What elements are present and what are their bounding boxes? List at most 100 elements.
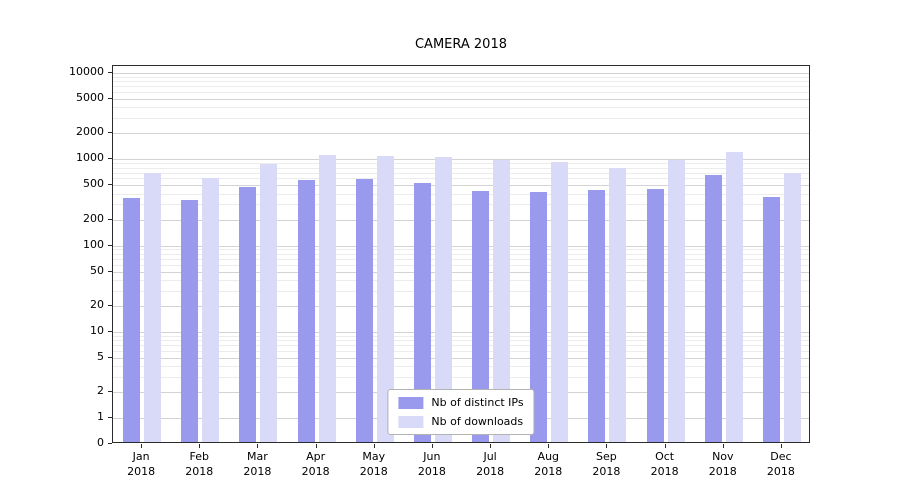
y-tick-mark bbox=[108, 98, 112, 99]
x-tick-month: Sep bbox=[596, 450, 617, 463]
bar-distinct-ips-aug bbox=[530, 191, 548, 442]
x-tick-label: Oct 2018 bbox=[636, 449, 694, 479]
bar-distinct-ips-sep bbox=[588, 189, 606, 442]
bar-distinct-ips-mar bbox=[239, 187, 257, 442]
x-tick-mark bbox=[664, 444, 666, 448]
gridline bbox=[113, 345, 809, 347]
x-tick-month: Jul bbox=[483, 450, 497, 463]
gridline bbox=[113, 92, 809, 94]
x-tick-year: 2018 bbox=[359, 465, 388, 478]
gridline bbox=[113, 163, 809, 165]
x-tick-label: Jun 2018 bbox=[403, 449, 461, 479]
x-tick-mark bbox=[780, 444, 782, 448]
x-tick-month: Jan bbox=[132, 450, 150, 463]
y-tick-mark bbox=[108, 132, 112, 134]
x-tick-mark bbox=[199, 444, 201, 448]
legend-swatch-distinct-ips bbox=[398, 396, 424, 409]
x-tick-year: 2018 bbox=[476, 465, 505, 478]
gridline bbox=[113, 290, 809, 292]
y-tick-label: 500 bbox=[83, 177, 104, 191]
gridline bbox=[113, 335, 809, 337]
y-tick-label: 100 bbox=[83, 237, 104, 251]
x-tick-label: Aug 2018 bbox=[519, 449, 577, 479]
plot-area: Nb of distinct IPs Nb of downloads bbox=[112, 65, 810, 443]
gridline bbox=[113, 219, 809, 221]
x-tick-month: May bbox=[362, 450, 386, 463]
gridline bbox=[113, 193, 809, 195]
y-tick-mark bbox=[108, 356, 112, 358]
gridline bbox=[113, 357, 809, 359]
bar-distinct-ips-nov bbox=[704, 175, 722, 442]
x-tick-mark bbox=[722, 444, 724, 448]
legend-label-downloads: Nb of downloads bbox=[431, 415, 524, 428]
x-tick-year: 2018 bbox=[243, 465, 272, 478]
x-tick-month: Nov bbox=[712, 450, 734, 463]
x-tick-month: Jun bbox=[423, 450, 441, 463]
y-tick-mark bbox=[108, 244, 112, 246]
x-tick-label: Sep 2018 bbox=[577, 449, 635, 479]
x-tick-mark bbox=[490, 444, 492, 448]
y-tick-mark bbox=[108, 184, 112, 186]
y-tick-label: 2000 bbox=[76, 125, 104, 139]
x-tick-label: Dec 2018 bbox=[752, 449, 810, 479]
y-tick-mark bbox=[108, 304, 112, 306]
bar-downloads-aug bbox=[551, 162, 569, 442]
gridline bbox=[113, 172, 809, 174]
x-tick-label: May 2018 bbox=[345, 449, 403, 479]
gridline bbox=[113, 159, 809, 161]
gridline bbox=[113, 279, 809, 281]
y-tick-mark bbox=[108, 330, 112, 332]
bar-downloads-mar bbox=[260, 163, 278, 442]
y-tick-label: 5 bbox=[97, 349, 104, 363]
x-tick-year: 2018 bbox=[417, 465, 446, 478]
x-tick-mark bbox=[431, 444, 433, 448]
y-tick-mark bbox=[108, 218, 112, 220]
x-tick-label: Nov 2018 bbox=[694, 449, 752, 479]
x-tick-mark bbox=[373, 444, 375, 448]
gridline bbox=[113, 185, 809, 187]
gridline bbox=[113, 331, 809, 333]
y-tick-label: 10 bbox=[90, 323, 104, 337]
y-tick-label: 5000 bbox=[76, 91, 104, 104]
legend-row-downloads: Nb of downloads bbox=[398, 415, 523, 428]
y-tick-mark bbox=[108, 72, 112, 73]
gridline bbox=[113, 350, 809, 352]
x-tick-month: Apr bbox=[306, 450, 326, 463]
gridline bbox=[113, 258, 809, 260]
y-tick-mark bbox=[108, 270, 112, 272]
gridline bbox=[113, 86, 809, 88]
gridline bbox=[113, 178, 809, 180]
bar-downloads-jul bbox=[493, 160, 511, 442]
bar-distinct-ips-dec bbox=[762, 196, 780, 442]
x-tick-month: Aug bbox=[537, 450, 560, 463]
bar-distinct-ips-feb bbox=[181, 199, 199, 442]
x-tick-month: Feb bbox=[189, 450, 210, 463]
bar-distinct-ips-jan bbox=[123, 197, 141, 442]
x-tick-month: Dec bbox=[770, 450, 792, 463]
y-tick-label: 0 bbox=[97, 436, 104, 449]
x-tick-mark bbox=[548, 444, 550, 448]
gridline bbox=[113, 99, 809, 100]
bar-distinct-ips-jun bbox=[413, 183, 431, 442]
x-tick-mark bbox=[141, 444, 143, 448]
legend-label-distinct-ips: Nb of distinct IPs bbox=[431, 396, 524, 409]
y-tick-label: 200 bbox=[83, 211, 104, 225]
bar-distinct-ips-apr bbox=[297, 180, 315, 442]
bar-distinct-ips-jul bbox=[472, 190, 490, 442]
y-tick-label: 20 bbox=[90, 297, 104, 311]
y-tick-mark bbox=[108, 443, 112, 444]
x-tick-month: Mar bbox=[247, 450, 268, 463]
x-tick-label: Jul 2018 bbox=[461, 449, 519, 479]
gridline bbox=[113, 118, 809, 120]
x-tick-year: 2018 bbox=[534, 465, 563, 478]
y-tick-label: 50 bbox=[90, 263, 104, 277]
x-tick-label: Feb 2018 bbox=[170, 449, 228, 479]
gridline bbox=[113, 376, 809, 378]
bar-downloads-jan bbox=[144, 173, 162, 442]
bar-downloads-may bbox=[376, 156, 394, 442]
bar-downloads-nov bbox=[725, 152, 743, 442]
x-tick-month: Oct bbox=[655, 450, 675, 463]
gridline bbox=[113, 73, 809, 74]
y-tick-mark bbox=[108, 417, 112, 418]
